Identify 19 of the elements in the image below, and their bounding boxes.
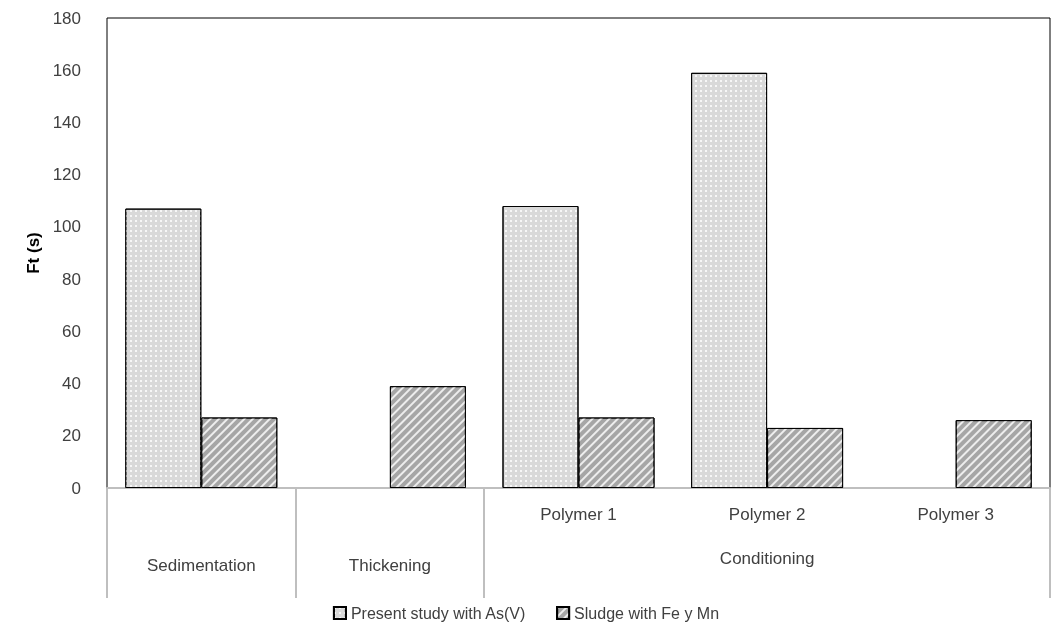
y-tick-label: 180 [52,8,81,28]
y-tick-label: 0 [71,478,81,498]
y-tick-label: 60 [62,321,81,341]
x-tick-label: Thickening [348,556,432,575]
y-tick-label: 100 [52,217,81,237]
text: Conditioning [719,548,815,568]
legend-label: Present study with As(V) [350,604,526,622]
legend-label: Sludge with Fe y Mn [574,604,720,622]
x-tick-label: Polymer 3 [917,505,994,524]
x-tick-label: Sedimentation [146,556,256,575]
y-tick-label: 40 [62,374,81,394]
y-tick-label: 80 [62,269,81,289]
x-tick-label: Polymer 2 [728,505,806,524]
x-tick-label: Polymer 1 [540,505,617,524]
y-tick-label: 120 [52,165,81,185]
y-tick-label: 140 [52,112,81,132]
y-axis-title: Ft (s) [23,232,43,274]
y-tick-label: 160 [52,60,81,80]
y-tick-label: 20 [62,426,81,446]
